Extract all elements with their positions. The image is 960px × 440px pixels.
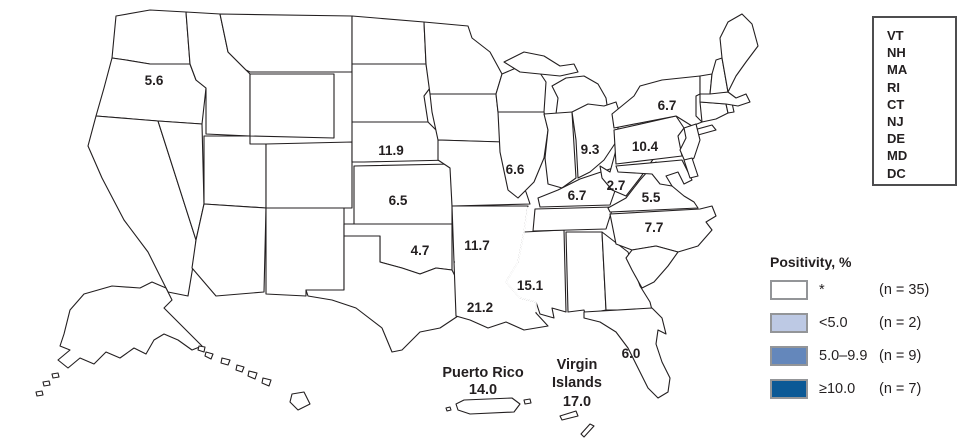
state-hi-island (247, 370, 258, 380)
state-nd (351, 15, 427, 65)
state-mt (219, 13, 353, 73)
state-nc (609, 205, 717, 253)
state-ct (699, 101, 729, 123)
state-in (543, 111, 577, 189)
state-ga (601, 231, 653, 311)
state-tn (532, 206, 614, 232)
legend-label: 5.0–9.9 (819, 348, 868, 364)
state-ma (699, 91, 751, 107)
legend-row: ≥10.0 (n = 7) (770, 379, 958, 399)
value-label-nc: 7.7 (645, 220, 664, 235)
small-state-abbr: CT (887, 96, 905, 112)
territory-pr-islet (523, 398, 532, 405)
state-md (615, 159, 693, 187)
legend-label: * (819, 282, 825, 298)
legend-row: * (n = 35) (770, 280, 958, 300)
state-ak-islet (204, 351, 214, 360)
territory-pr-islet (445, 406, 452, 412)
label-virgin-islands-line2: Islands (552, 375, 602, 391)
small-state-abbr: NH (887, 45, 906, 61)
small-state-abbr: DC (887, 165, 906, 181)
state-hi-island (235, 364, 245, 373)
state-sc (625, 245, 679, 289)
small-state-abbr: RI (887, 79, 900, 95)
value-label-ok: 4.7 (411, 243, 430, 258)
small-state-abbr: VT (887, 28, 904, 43)
state-hi-island (289, 391, 311, 411)
territory-vi-island (559, 410, 579, 421)
value-label-vi: 17.0 (563, 394, 591, 410)
legend-title: Positivity, % (770, 254, 852, 270)
state-or (95, 57, 207, 125)
legend-label: ≥10.0 (819, 381, 856, 397)
state-mi-upper-peninsula (503, 51, 579, 77)
state-ak (57, 281, 203, 369)
state-me (719, 13, 759, 93)
legend-swatch-gte10 (770, 379, 808, 399)
state-ar (451, 205, 529, 263)
state-co (265, 141, 353, 209)
state-hi-island (261, 377, 272, 387)
legend-label: <5.0 (819, 315, 848, 331)
value-label-or: 5.6 (145, 73, 164, 88)
value-label-fl: 6.0 (622, 346, 641, 361)
legend: Positivity, % * (n = 35) <5.0 (n = 2) 5.… (770, 254, 958, 412)
legend-count: (n = 7) (879, 381, 922, 397)
legend-count: (n = 9) (879, 348, 922, 364)
small-state-abbr: DE (887, 131, 906, 147)
small-state-abbr: MD (887, 148, 908, 164)
legend-swatch-5to9 (770, 346, 808, 366)
state-wa (111, 9, 191, 65)
state-tx (305, 235, 459, 353)
legend-count: (n = 2) (879, 315, 922, 331)
state-hi-island (220, 357, 231, 366)
state-ak-islet (42, 380, 51, 387)
territory-vi-island (580, 423, 595, 438)
value-label-ms: 15.1 (517, 278, 544, 293)
small-states-box: VT NH MA RI CT NJ DE MD DC (872, 16, 957, 186)
state-al (565, 231, 607, 321)
value-label-pr: 14.0 (469, 382, 497, 398)
value-label-pa: 10.4 (632, 139, 659, 154)
state-ut (203, 135, 267, 209)
legend-count: (n = 35) (879, 282, 930, 298)
legend-swatch-lt5 (770, 313, 808, 333)
legend-swatch-na (770, 280, 808, 300)
value-label-ar: 11.7 (464, 238, 490, 253)
white-border-ms-la (505, 261, 537, 312)
legend-row: 5.0–9.9 (n = 9) (770, 346, 958, 366)
state-wi (495, 67, 547, 113)
state-de (683, 157, 699, 179)
small-state-abbr: NJ (887, 114, 904, 130)
state-mn (423, 21, 503, 95)
state-az (191, 203, 267, 297)
value-label-ks: 6.5 (389, 193, 408, 208)
value-label-il: 6.6 (506, 162, 525, 177)
small-state-abbr: MA (887, 62, 908, 78)
state-wy (249, 73, 335, 139)
white-border-ar-ms (517, 206, 529, 263)
value-label-va: 5.5 (642, 190, 661, 205)
value-label-oh: 9.3 (581, 142, 600, 157)
state-sd (351, 63, 431, 123)
state-hi-island (197, 345, 206, 353)
territory-pr (455, 397, 521, 415)
value-label-wv: 2.7 (607, 178, 626, 193)
label-puerto-rico: Puerto Rico (442, 365, 524, 381)
value-label-ky: 6.7 (568, 188, 587, 203)
state-ak-islet (51, 372, 60, 379)
value-label-ny: 6.7 (658, 98, 677, 113)
state-nm (265, 207, 345, 297)
value-label-ne: 11.9 (378, 143, 404, 158)
state-ak-islet (35, 390, 44, 397)
legend-row: <5.0 (n = 2) (770, 313, 958, 333)
value-label-la: 21.2 (467, 300, 493, 315)
state-fl (583, 307, 671, 399)
label-virgin-islands-line1: Virgin (557, 357, 598, 373)
